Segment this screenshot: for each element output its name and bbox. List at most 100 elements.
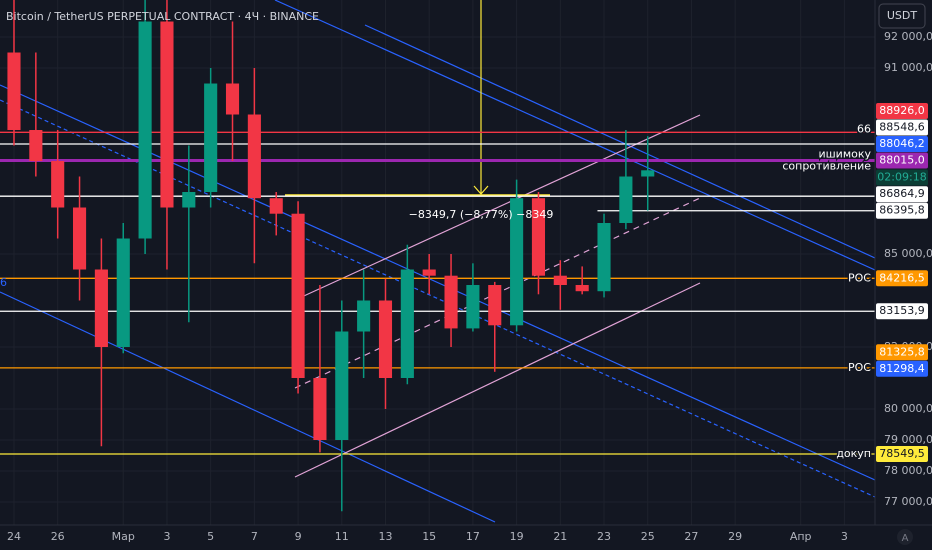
- price-tag-box: [876, 270, 928, 287]
- candle-body: [641, 170, 655, 177]
- price-tag-box: [876, 136, 928, 153]
- candle-body: [466, 285, 480, 329]
- x-tick-label: 24: [7, 530, 21, 543]
- candle-body: [51, 161, 65, 208]
- x-tick-label: 21: [553, 530, 567, 543]
- x-tick-label: 7: [251, 530, 258, 543]
- price-tag: 81298,4: [876, 360, 928, 377]
- trend-line: [0, 99, 875, 498]
- x-tick-label: 27: [684, 530, 698, 543]
- candle-body: [291, 213, 305, 379]
- candle-body: [138, 21, 152, 239]
- price-tag: 88548,6: [876, 119, 928, 136]
- x-tick-label: 19: [510, 530, 524, 543]
- y-tick-label: 79 000,0: [884, 433, 932, 446]
- y-tick-label: 92 000,0: [884, 30, 932, 43]
- price-tag-box: [876, 186, 928, 203]
- candle-body: [116, 238, 130, 348]
- price-tag-box: [876, 344, 928, 361]
- level-note: POC: [848, 271, 871, 284]
- price-tag-label: 88015,0: [879, 154, 925, 167]
- channel-line: [294, 282, 701, 478]
- x-tick-label: 11: [335, 530, 349, 543]
- candle-body: [619, 176, 633, 224]
- price-tag-label: 88046,2: [879, 137, 925, 150]
- currency-button[interactable]: [878, 3, 926, 29]
- auto-scale-button[interactable]: [897, 529, 913, 545]
- y-tick-label: 77 000,0: [884, 495, 932, 508]
- measure-label: −8349,7 (−8,77%) −8349: [409, 208, 554, 221]
- candle-body: [444, 275, 458, 329]
- price-tag-box: [876, 152, 928, 169]
- candle-body: [357, 300, 371, 332]
- price-tag: 88015,0: [876, 152, 928, 169]
- price-tag: 88926,0: [876, 103, 928, 120]
- trend-line: [274, 0, 875, 271]
- candles: [7, 0, 655, 512]
- price-tag: 81325,8: [876, 344, 928, 361]
- price-tag-label: 86864,9: [879, 187, 925, 200]
- price-tag-box: [876, 445, 928, 462]
- y-tick-label: 91 000,0: [884, 61, 932, 74]
- labels: Bitcoin / TetherUS PERPETUAL CONTRACT · …: [0, 10, 873, 461]
- trend-line: [0, 291, 496, 523]
- x-tick-label: 26: [51, 530, 65, 543]
- candle-body: [553, 275, 567, 286]
- candle-body: [575, 285, 589, 292]
- price-tag-label: 81325,8: [879, 345, 925, 358]
- price-tag-box: [876, 202, 928, 219]
- price-tag-label: 84216,5: [879, 271, 925, 284]
- x-tick-label: 3: [841, 530, 848, 543]
- trend-line: [364, 24, 875, 259]
- candle-body: [204, 83, 218, 193]
- x-tick-label: Апр: [790, 530, 812, 543]
- price-tag-box: [876, 303, 928, 320]
- x-tick-label: 3: [163, 530, 170, 543]
- level-note: ишимоку: [818, 148, 871, 161]
- level-note: сопротивление: [782, 160, 871, 173]
- price-tag-label: 88926,0: [879, 104, 925, 117]
- candle-body: [182, 192, 196, 208]
- candle-body: [488, 285, 502, 326]
- candle-body: [269, 198, 283, 214]
- x-tick-label: 29: [728, 530, 742, 543]
- level-note: докуп: [836, 447, 871, 460]
- cut-label: 6: [0, 276, 7, 289]
- candle-body: [597, 223, 611, 292]
- price-tag-box: [876, 119, 928, 136]
- price-tag-box: [876, 103, 928, 120]
- y-tick-label: 85 000,0: [884, 247, 932, 260]
- price-tag: 83153,9: [876, 303, 928, 320]
- price-tag-label: 86395,8: [879, 204, 925, 217]
- price-tag: 84216,5: [876, 270, 928, 287]
- candle-body: [400, 269, 414, 379]
- auto-scale-label[interactable]: A: [902, 533, 909, 544]
- candle-body: [29, 130, 43, 162]
- x-tick-label: 9: [295, 530, 302, 543]
- x-tick-label: 5: [207, 530, 214, 543]
- x-tick-label: 15: [422, 530, 436, 543]
- axes: 92 000,091 000,085 000,082 000,080 000,0…: [7, 30, 932, 543]
- x-tick-label: 13: [378, 530, 392, 543]
- measure-arrow: [473, 185, 489, 195]
- price-tag-box: [876, 360, 928, 377]
- currency-label[interactable]: USDT: [887, 9, 918, 22]
- countdown-label: 02:09:18: [877, 171, 926, 184]
- candle-body: [531, 198, 546, 276]
- chart-title: Bitcoin / TetherUS PERPETUAL CONTRACT · …: [6, 10, 319, 23]
- candle-body: [7, 52, 21, 131]
- candle-body: [247, 114, 261, 199]
- price-tag-label: 88548,6: [879, 121, 925, 134]
- price-tag-label: 81298,4: [879, 362, 925, 375]
- price-tag: 86395,8: [876, 202, 928, 219]
- y-tick-label: 80 000,0: [884, 402, 932, 415]
- candle-body: [335, 331, 349, 441]
- price-tag-label: 83153,9: [879, 304, 925, 317]
- price-tag: 88046,2: [876, 136, 928, 153]
- y-tick-label: 78 000,0: [884, 464, 932, 477]
- candle-body: [313, 378, 327, 441]
- x-tick-label: 23: [597, 530, 611, 543]
- x-tick-label: 25: [641, 530, 655, 543]
- level-note: POC: [848, 361, 871, 374]
